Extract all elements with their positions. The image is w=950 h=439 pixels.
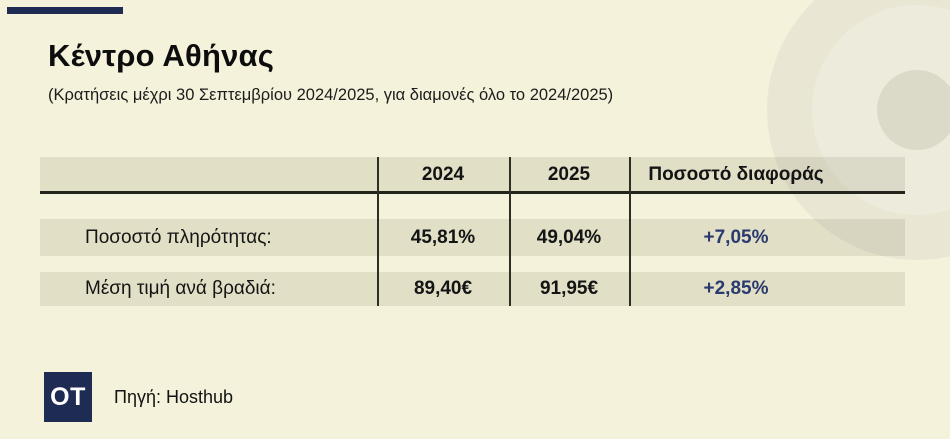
cell-2024-value: 89,40€	[413, 278, 473, 299]
table-row-avg-price: Μέση τιμή ανά βραδιά: 89,40€ 91,95€ +2,8…	[40, 272, 905, 306]
row-label: Μέση τιμή ανά βραδιά:	[85, 278, 276, 299]
data-table: 2024 2025 Ποσοστό διαφοράς Ποσοστό πληρό…	[40, 157, 905, 306]
cell-diff-value: +7,05%	[703, 226, 769, 248]
cell-diff-value: +2,85%	[703, 278, 769, 299]
column-divider	[509, 157, 511, 306]
footer: OT Πηγή: Hosthub	[44, 372, 233, 422]
accent-bar	[7, 7, 123, 14]
page-title: Κέντρο Αθήνας	[48, 38, 275, 73]
column-divider	[377, 157, 379, 306]
ot-logo: OT	[44, 372, 92, 422]
source-text: Πηγή: Hosthub	[114, 386, 234, 407]
col-header-2024: 2024	[421, 164, 465, 185]
col-header-diff: Ποσοστό διαφοράς	[648, 164, 824, 185]
table-row-occupancy: Ποσοστό πληρότητας: 45,81% 49,04% +7,05%	[40, 219, 905, 256]
cell-2025-value: 91,95€	[539, 278, 599, 299]
cell-2025-value: 49,04%	[536, 226, 602, 248]
col-header-2025: 2025	[547, 164, 591, 185]
table-header-row: 2024 2025 Ποσοστό διαφοράς	[40, 157, 905, 193]
ot-logo-text: OT	[50, 382, 86, 411]
decorative-circle-inner	[877, 70, 950, 150]
cell-2024-value: 45,81%	[410, 226, 476, 248]
page-subtitle: (Κρατήσεις μέχρι 30 Σεπτεμβρίου 2024/202…	[48, 86, 614, 104]
header-underline	[40, 191, 905, 194]
column-divider	[629, 157, 631, 306]
row-label: Ποσοστό πληρότητας:	[85, 226, 272, 248]
